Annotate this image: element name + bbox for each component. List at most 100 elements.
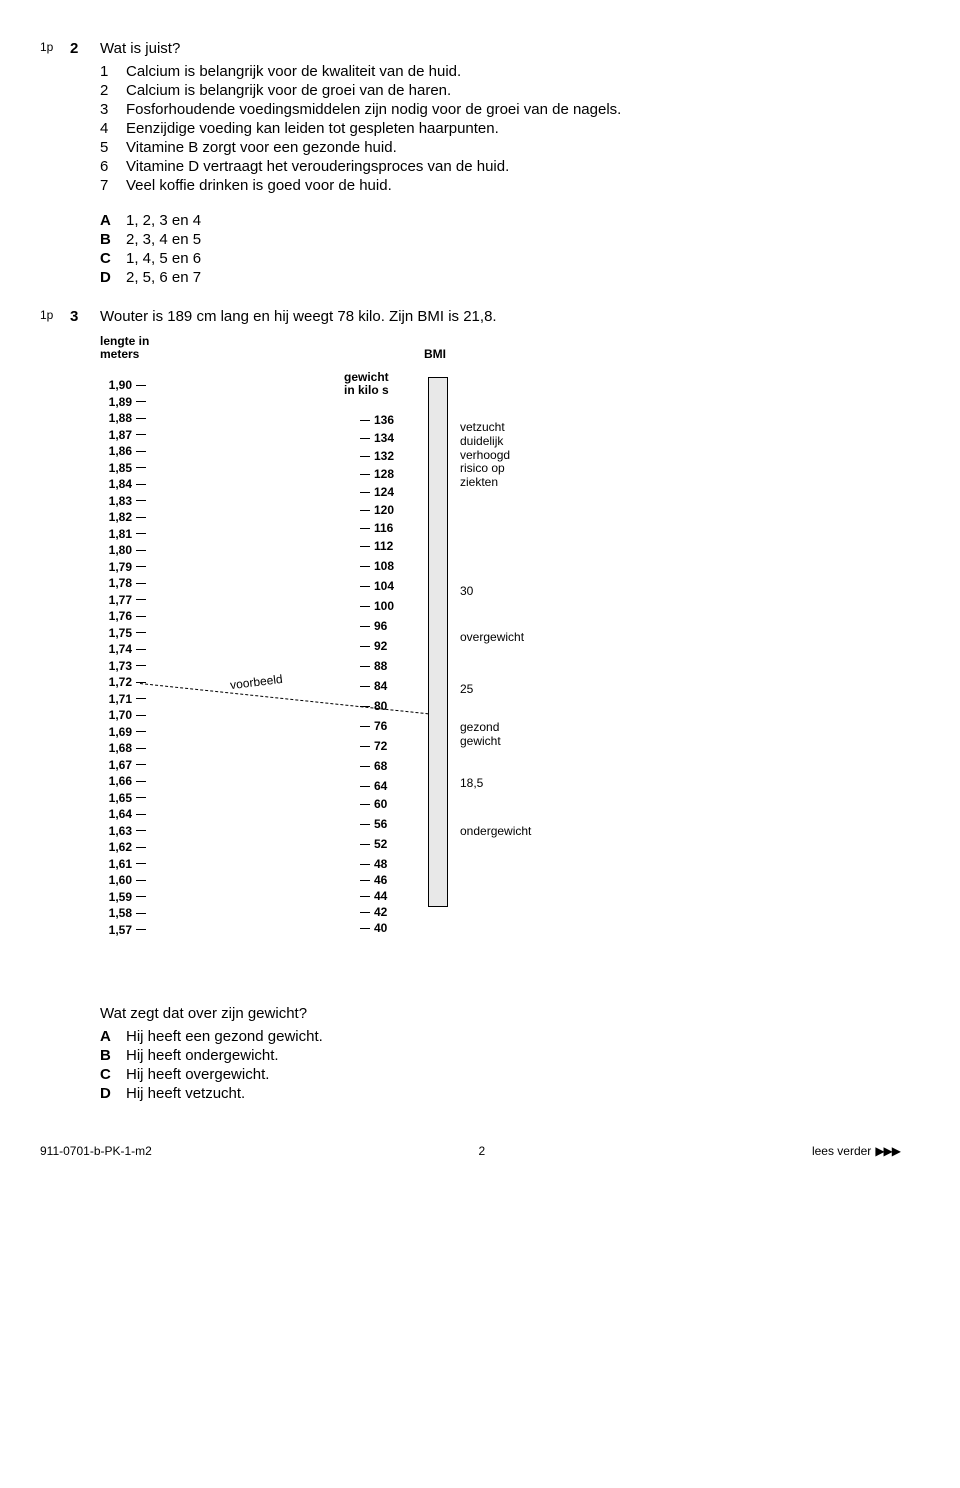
- footer-right: lees verder: [812, 1144, 900, 1158]
- gewicht-tick: 124: [360, 485, 394, 499]
- gewicht-tick: 48: [360, 857, 387, 871]
- gewicht-tick: 100: [360, 599, 394, 613]
- lengte-tick: 1,82: [100, 509, 154, 526]
- lengte-tick: 1,76: [100, 608, 154, 625]
- lengte-scale: 1,901,891,881,871,861,851,841,831,821,81…: [100, 377, 154, 938]
- item-num: 2: [100, 82, 126, 99]
- lengte-tick: 1,79: [100, 559, 154, 576]
- gewicht-tick: 134: [360, 431, 394, 445]
- gewicht-tick: 104: [360, 579, 394, 593]
- q2-item: 3Fosforhoudende voedingsmiddelen zijn no…: [100, 101, 900, 118]
- lengte-tick: 1,58: [100, 905, 154, 922]
- q2-items: 1Calcium is belangrijk voor de kwaliteit…: [40, 61, 900, 196]
- bmi-label: gezondgewicht: [460, 721, 590, 749]
- bmi-header: BMI: [424, 347, 446, 361]
- q3-margin: 1p: [40, 308, 70, 325]
- gewicht-tick: 120: [360, 503, 394, 517]
- gewicht-tick: 84: [360, 679, 387, 693]
- lengte-tick: 1,75: [100, 625, 154, 642]
- answer-option: C1, 4, 5 en 6: [100, 250, 900, 267]
- lengte-tick: 1,86: [100, 443, 154, 460]
- gewicht-tick: 92: [360, 639, 387, 653]
- answer-text: Hij heeft overgewicht.: [126, 1066, 269, 1083]
- gewicht-tick: 96: [360, 619, 387, 633]
- answer-option: CHij heeft overgewicht.: [100, 1066, 900, 1083]
- answer-option: AHij heeft een gezond gewicht.: [100, 1028, 900, 1045]
- footer-center: 2: [479, 1144, 486, 1158]
- q3-after: Wat zegt dat over zijn gewicht?: [40, 1005, 900, 1022]
- lengte-tick: 1,70: [100, 707, 154, 724]
- q3-answers: AHij heeft een gezond gewicht.BHij heeft…: [40, 1026, 900, 1104]
- page-footer: 911-0701-b-PK-1-m2 2 lees verder: [40, 1144, 900, 1158]
- lengte-header: lengte inmeters: [100, 335, 149, 361]
- q2-number: 2: [70, 40, 100, 57]
- q2-title: Wat is juist?: [100, 40, 900, 57]
- gewicht-tick: 60: [360, 797, 387, 811]
- item-text: Veel koffie drinken is goed voor de huid…: [126, 177, 392, 194]
- lengte-tick: 1,85: [100, 460, 154, 477]
- gewicht-tick: 132: [360, 449, 394, 463]
- gewicht-tick: 116: [360, 521, 393, 535]
- footer-left: 911-0701-b-PK-1-m2: [40, 1144, 152, 1158]
- gewicht-tick: 108: [360, 559, 394, 573]
- item-text: Calcium is belangrijk voor de kwaliteit …: [126, 63, 461, 80]
- lengte-tick: 1,87: [100, 427, 154, 444]
- gewicht-tick: 40: [360, 921, 387, 935]
- gewicht-tick: 44: [360, 889, 387, 903]
- bmi-label: 25: [460, 683, 590, 697]
- lengte-tick: 1,67: [100, 757, 154, 774]
- gewicht-tick: 128: [360, 467, 394, 481]
- gewicht-tick: 42: [360, 905, 387, 919]
- item-text: Calcium is belangrijk voor de groei van …: [126, 82, 451, 99]
- item-text: Eenzijdige voeding kan leiden tot gesple…: [126, 120, 499, 137]
- lengte-tick: 1,89: [100, 394, 154, 411]
- lengte-tick: 1,77: [100, 592, 154, 609]
- gewicht-tick: 88: [360, 659, 387, 673]
- item-num: 6: [100, 158, 126, 175]
- q3-number: 3: [70, 308, 100, 325]
- lengte-tick: 1,63: [100, 823, 154, 840]
- question-3-header: 1p 3 Wouter is 189 cm lang en hij weegt …: [40, 308, 900, 325]
- q2-item: 5Vitamine B zorgt voor een gezonde huid.: [100, 139, 900, 156]
- gewicht-tick: 56: [360, 817, 387, 831]
- lengte-tick: 1,88: [100, 410, 154, 427]
- item-num: 7: [100, 177, 126, 194]
- item-num: 3: [100, 101, 126, 118]
- answer-letter: D: [100, 1085, 126, 1102]
- answer-text: 1, 4, 5 en 6: [126, 250, 201, 267]
- gewicht-tick: 76: [360, 719, 387, 733]
- answer-letter: B: [100, 1047, 126, 1064]
- answer-letter: C: [100, 1066, 126, 1083]
- q2-item: 4Eenzijdige voeding kan leiden tot gespl…: [100, 120, 900, 137]
- answer-option: BHij heeft ondergewicht.: [100, 1047, 900, 1064]
- lengte-tick: 1,72: [100, 674, 154, 691]
- item-text: Vitamine B zorgt voor een gezonde huid.: [126, 139, 397, 156]
- bmi-label: ondergewicht: [460, 825, 590, 839]
- bmi-label: overgewicht: [460, 631, 590, 645]
- question-2-header: 1p 2 Wat is juist?: [40, 40, 900, 57]
- lengte-tick: 1,84: [100, 476, 154, 493]
- q3-after-text: Wat zegt dat over zijn gewicht?: [100, 1005, 900, 1022]
- answer-text: 2, 3, 4 en 5: [126, 231, 201, 248]
- answer-text: Hij heeft een gezond gewicht.: [126, 1028, 323, 1045]
- gewicht-tick: 52: [360, 837, 387, 851]
- item-num: 5: [100, 139, 126, 156]
- answer-text: 2, 5, 6 en 7: [126, 269, 201, 286]
- bmi-label: 18,5: [460, 777, 590, 791]
- lengte-tick: 1,59: [100, 889, 154, 906]
- bmi-nomograph: lengte inmeters 1,901,891,881,871,861,85…: [100, 335, 660, 995]
- lengte-tick: 1,73: [100, 658, 154, 675]
- lengte-tick: 1,64: [100, 806, 154, 823]
- q2-answers: A1, 2, 3 en 4B2, 3, 4 en 5C1, 4, 5 en 6D…: [40, 210, 900, 288]
- lengte-tick: 1,62: [100, 839, 154, 856]
- q2-margin: 1p: [40, 40, 70, 57]
- lengte-tick: 1,81: [100, 526, 154, 543]
- lengte-tick: 1,71: [100, 691, 154, 708]
- gewicht-tick: 112: [360, 539, 393, 553]
- item-num: 1: [100, 63, 126, 80]
- answer-text: Hij heeft vetzucht.: [126, 1085, 245, 1102]
- gewicht-tick: 72: [360, 739, 387, 753]
- answer-letter: D: [100, 269, 126, 286]
- q2-item: 2Calcium is belangrijk voor de groei van…: [100, 82, 900, 99]
- lengte-tick: 1,60: [100, 872, 154, 889]
